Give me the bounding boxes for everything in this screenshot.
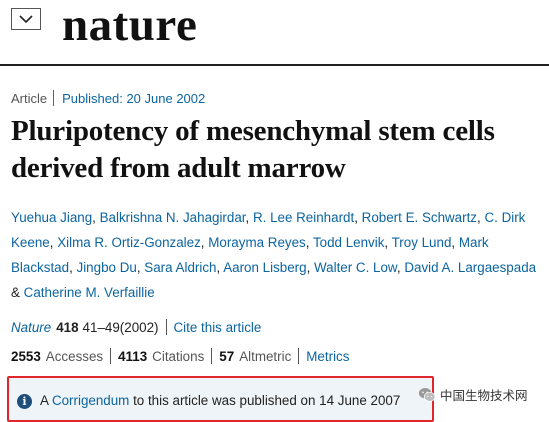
- wechat-icon: [418, 387, 436, 402]
- author-link[interactable]: Troy Lund: [391, 235, 452, 250]
- page-range: 41–49(2002): [82, 319, 159, 335]
- author-link[interactable]: Yuehua Jiang: [11, 210, 93, 225]
- article-meta: Article Published: 20 June 2002: [11, 90, 205, 106]
- altmetric-label: Altmetric: [239, 348, 292, 364]
- author-link[interactable]: David A. Largaespada: [404, 260, 537, 275]
- author-link[interactable]: Xilma R. Ortiz-Gonzalez: [57, 235, 201, 250]
- citation-row: Nature 418 41–49(2002) Cite this article: [11, 319, 261, 335]
- author-link[interactable]: Jingbo Du: [76, 260, 137, 275]
- divider: [298, 348, 300, 364]
- watermark-text: 中国生物技术网: [440, 388, 528, 403]
- notice-suffix: to this article was published on 14 June…: [133, 393, 401, 408]
- divider: [165, 319, 167, 335]
- divider: [53, 90, 55, 106]
- author-link[interactable]: Catherine M. Verfaillie: [23, 285, 155, 300]
- author-link[interactable]: Mark Blackstad: [11, 235, 489, 275]
- author-link[interactable]: Aaron Lisberg: [223, 260, 307, 275]
- author-link[interactable]: R. Lee Reinhardt: [252, 210, 355, 225]
- author-conjunction: &: [11, 285, 20, 300]
- accesses-count: 2553: [11, 348, 41, 364]
- menu-toggle-button[interactable]: [11, 8, 41, 30]
- accesses-label: Accesses: [45, 348, 104, 364]
- author-link[interactable]: Morayma Reyes: [208, 235, 306, 250]
- altmetric-count: 57: [219, 348, 235, 364]
- author-link[interactable]: Sara Aldrich: [144, 260, 217, 275]
- author-link[interactable]: Robert E. Schwartz: [361, 210, 478, 225]
- volume-number: 418: [56, 319, 79, 335]
- metrics-link[interactable]: Metrics: [306, 348, 350, 364]
- corrigendum-link[interactable]: Corrigendum: [51, 393, 130, 408]
- corrigendum-notice: i A Corrigendum to this article was publ…: [7, 376, 434, 422]
- author-link[interactable]: C. Dirk Keene: [11, 210, 526, 250]
- watermark: 中国生物技术网: [418, 385, 528, 404]
- citations-count: 4113: [118, 348, 148, 364]
- notice-text: A Corrigendum to this article was publis…: [40, 393, 400, 408]
- article-type: Article: [11, 90, 48, 106]
- metrics-row: 2553 Accesses 4113 Citations 57 Altmetri…: [11, 348, 349, 364]
- article-title: Pluripotency of mesenchymal stem cells d…: [11, 115, 495, 184]
- cite-this-article-link[interactable]: Cite this article: [173, 319, 262, 335]
- journal-name[interactable]: Nature: [11, 319, 52, 335]
- citations-label: Citations: [152, 348, 205, 364]
- divider: [110, 348, 112, 364]
- author-link[interactable]: Todd Lenvik: [312, 235, 385, 250]
- nature-logo[interactable]: nature: [62, 0, 198, 51]
- author-link[interactable]: Balkrishna N. Jahagirdar: [99, 210, 246, 225]
- author-list: Yuehua Jiang, Balkrishna N. Jahagirdar, …: [11, 210, 537, 300]
- author-link[interactable]: Walter C. Low: [314, 260, 397, 275]
- published-date: Published: 20 June 2002: [62, 90, 206, 106]
- chevron-down-icon: [19, 14, 33, 23]
- info-icon: i: [17, 394, 32, 409]
- divider: [211, 348, 213, 364]
- notice-prefix: A: [40, 393, 49, 408]
- site-header: nature: [0, 0, 549, 66]
